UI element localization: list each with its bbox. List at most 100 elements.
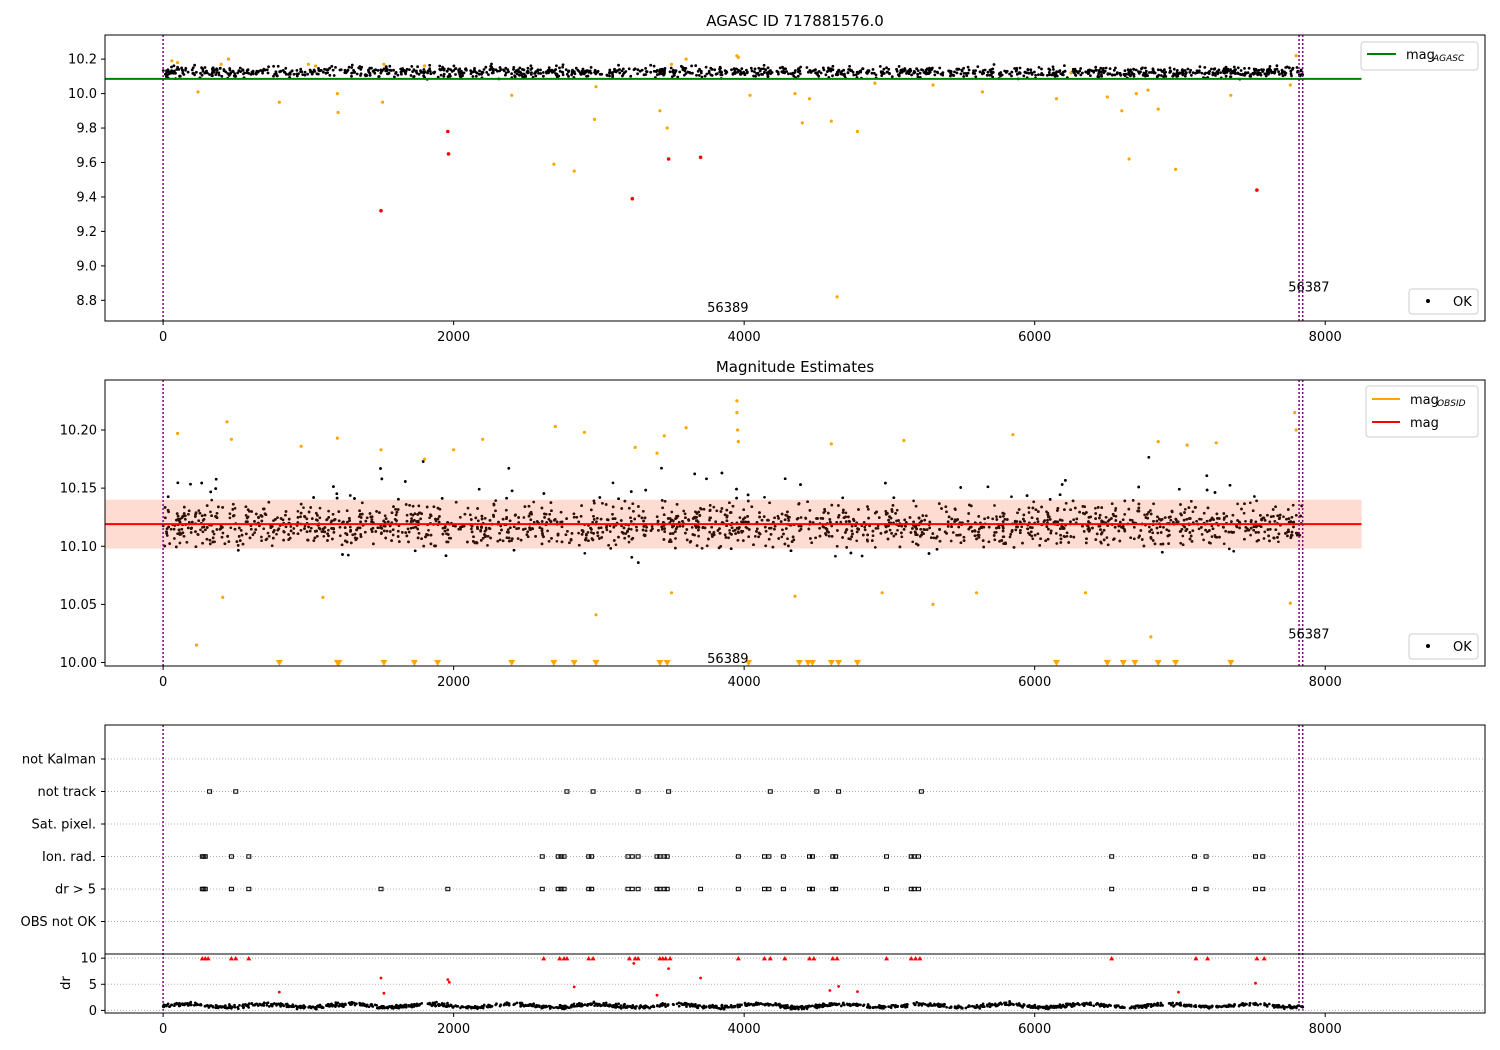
ok-point — [1267, 534, 1270, 538]
ok-point — [655, 73, 659, 77]
ok-point — [523, 505, 527, 508]
ok-point — [595, 516, 599, 520]
ok-point — [228, 68, 232, 72]
ok-point — [741, 539, 745, 542]
ok-point — [531, 527, 535, 531]
ok-point — [245, 71, 249, 75]
ok-point — [370, 530, 374, 533]
ok-point — [222, 69, 226, 73]
ok-point — [561, 73, 565, 77]
ok-point — [233, 506, 237, 510]
ok-point — [916, 543, 920, 547]
ok-point — [885, 66, 888, 70]
ok-point — [376, 69, 380, 72]
ok-point — [1189, 68, 1192, 72]
below-range-marker — [656, 660, 664, 666]
ok-point — [1033, 70, 1036, 74]
ok-point — [997, 526, 1001, 530]
ok-point — [1002, 535, 1006, 539]
ok-point — [257, 70, 261, 73]
ok-point — [1094, 65, 1098, 69]
ok-point — [857, 528, 861, 531]
ok-point — [608, 74, 611, 78]
ok-point — [189, 531, 193, 534]
ok-point — [1140, 67, 1143, 71]
ok-point — [358, 65, 362, 68]
ok-point — [1223, 516, 1226, 520]
ok-point — [480, 517, 484, 521]
ok-point — [668, 517, 672, 520]
ok-point — [1013, 67, 1016, 70]
flag-category-label: Ion. rad. — [42, 850, 96, 865]
ok-point — [483, 529, 487, 533]
ok-point — [627, 506, 631, 510]
ok-point — [989, 73, 993, 77]
ok-point — [710, 533, 714, 536]
ok-point — [629, 520, 633, 523]
ok-point — [1217, 517, 1221, 520]
ok-point — [886, 512, 889, 515]
flag-marker — [1252, 886, 1258, 892]
ok-point — [1277, 532, 1281, 536]
ok-point — [214, 487, 218, 490]
plot-title: Magnitude Estimates — [716, 358, 874, 376]
excluded-point — [277, 100, 281, 104]
ok-point — [496, 539, 500, 543]
mag-obsid-point — [633, 445, 637, 449]
mag-obsid-point — [1293, 411, 1297, 415]
ok-point — [846, 71, 850, 74]
ok-point — [611, 512, 614, 516]
ok-point — [1268, 527, 1272, 531]
ok-point — [816, 517, 819, 520]
ok-point — [498, 538, 502, 542]
ok-point — [1190, 540, 1194, 543]
ok-point — [695, 519, 698, 523]
ok-point — [1262, 68, 1265, 72]
ok-point — [1229, 75, 1233, 79]
ok-point — [327, 509, 330, 513]
ok-point — [191, 66, 195, 70]
ok-point — [723, 533, 727, 537]
ok-point — [486, 534, 490, 538]
ok-point — [618, 68, 621, 71]
ok-point — [1190, 73, 1193, 77]
ok-point — [1211, 73, 1215, 77]
ok-point — [422, 74, 425, 78]
ok-point — [534, 71, 537, 75]
ok-point — [271, 536, 275, 540]
ok-point — [396, 535, 400, 538]
ok-point — [1100, 506, 1104, 509]
ok-point — [205, 69, 208, 73]
ok-point — [394, 71, 398, 74]
ok-point — [1099, 532, 1103, 536]
ok-point — [683, 69, 687, 73]
ok-point — [417, 72, 421, 76]
ok-point — [766, 66, 770, 70]
mag-obsid-point — [594, 613, 598, 617]
ok-point — [760, 518, 764, 522]
ok-point — [1269, 515, 1273, 519]
ok-point — [1072, 535, 1076, 539]
ok-point — [1257, 538, 1260, 542]
ok-point — [1274, 528, 1278, 532]
ok-point — [438, 515, 441, 518]
ok-point — [422, 68, 426, 71]
ok-point — [282, 538, 285, 542]
ok-point — [1222, 512, 1226, 515]
ok-point — [894, 512, 897, 515]
below-range-marker — [795, 660, 803, 666]
ok-point — [1138, 534, 1141, 538]
ok-point — [1046, 518, 1049, 522]
ok-point — [1294, 513, 1298, 517]
ok-point — [1010, 74, 1013, 78]
ok-point — [442, 75, 446, 78]
ok-point — [469, 72, 473, 75]
ok-point — [691, 71, 694, 75]
ok-point — [592, 514, 595, 518]
ok-point — [281, 518, 285, 522]
ok-point — [630, 555, 634, 559]
ok-point — [728, 501, 731, 505]
ok-point — [837, 504, 840, 507]
ok-point — [262, 67, 266, 71]
ok-point — [391, 528, 395, 532]
